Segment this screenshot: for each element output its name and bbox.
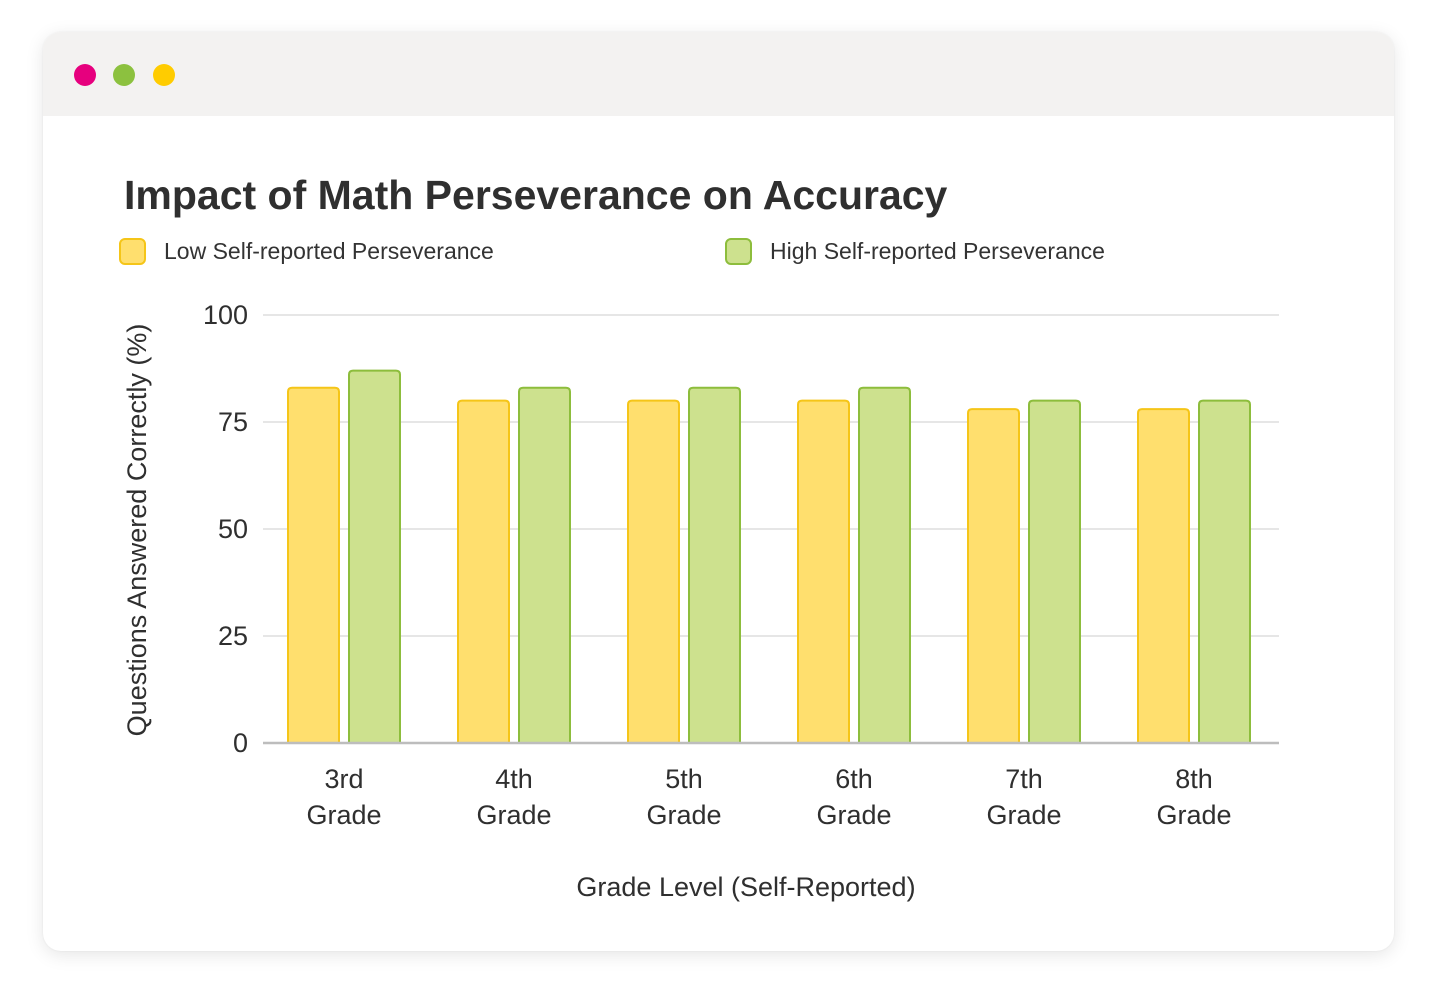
x-tick-labels: 3rd Grade 4th Grade 5th Grade 6th Grade 7th Grade… — [306, 764, 1231, 830]
bar-chart: 0 25 50 75 100 3rd Grade 4th Grade 5th Grade 6th Gr… — [122, 300, 1279, 902]
y-axis-label: Questions Answered Correctly (%) — [122, 324, 152, 737]
grid-lines — [263, 314, 1279, 637]
minimize-dot-icon[interactable] — [113, 64, 135, 86]
close-dot-icon[interactable] — [74, 64, 96, 86]
bar-high-4th — [518, 386, 571, 744]
x-tick-label: 8th — [1175, 764, 1213, 794]
y-tick-labels: 0 25 50 75 100 — [203, 300, 248, 758]
bar-low-4th — [457, 399, 510, 744]
bar-high-3th — [348, 369, 401, 744]
x-tick-label: 6th — [835, 764, 873, 794]
y-tick-label: 25 — [218, 621, 248, 651]
x-tick-label: Grade — [306, 800, 381, 830]
title-bar — [43, 32, 1394, 116]
bar-low-8th — [1137, 408, 1190, 744]
x-tick-label: Grade — [476, 800, 551, 830]
x-tick-label: 4th — [495, 764, 533, 794]
legend-label-high: High Self-reported Perseverance — [770, 237, 1105, 264]
legend-item-high: High Self-reported Perseverance — [725, 236, 1105, 266]
bar-high-5th — [688, 386, 741, 744]
x-tick-label: Grade — [1156, 800, 1231, 830]
app-window: Impact of Math Perseverance on Accuracy … — [43, 32, 1394, 951]
x-tick-label: 7th — [1005, 764, 1043, 794]
maximize-dot-icon[interactable] — [153, 64, 175, 86]
x-tick-label: Grade — [816, 800, 891, 830]
bar-low-5th — [627, 399, 680, 744]
bar-high-6th — [858, 386, 911, 744]
y-tick-label: 75 — [218, 407, 248, 437]
legend-item-low: Low Self-reported Perseverance — [119, 236, 494, 266]
y-tick-label: 100 — [203, 300, 248, 330]
x-tick-label: Grade — [986, 800, 1061, 830]
x-tick-label: Grade — [646, 800, 721, 830]
legend-swatch-low — [119, 237, 146, 265]
y-tick-label: 50 — [218, 514, 248, 544]
bars — [287, 369, 1251, 744]
bar-high-7th — [1028, 399, 1081, 744]
chart-title: Impact of Math Perseverance on Accuracy — [124, 172, 948, 218]
x-tick-label: 5th — [665, 764, 703, 794]
legend-swatch-high — [725, 237, 752, 265]
x-tick-label: 3rd — [324, 764, 363, 794]
bar-high-8th — [1198, 399, 1251, 744]
bar-low-3th — [287, 386, 340, 744]
legend-label-low: Low Self-reported Perseverance — [164, 237, 494, 264]
x-axis-label: Grade Level (Self-Reported) — [576, 872, 915, 902]
bar-low-6th — [797, 399, 850, 744]
y-tick-label: 0 — [233, 728, 248, 758]
bar-low-7th — [967, 408, 1020, 744]
